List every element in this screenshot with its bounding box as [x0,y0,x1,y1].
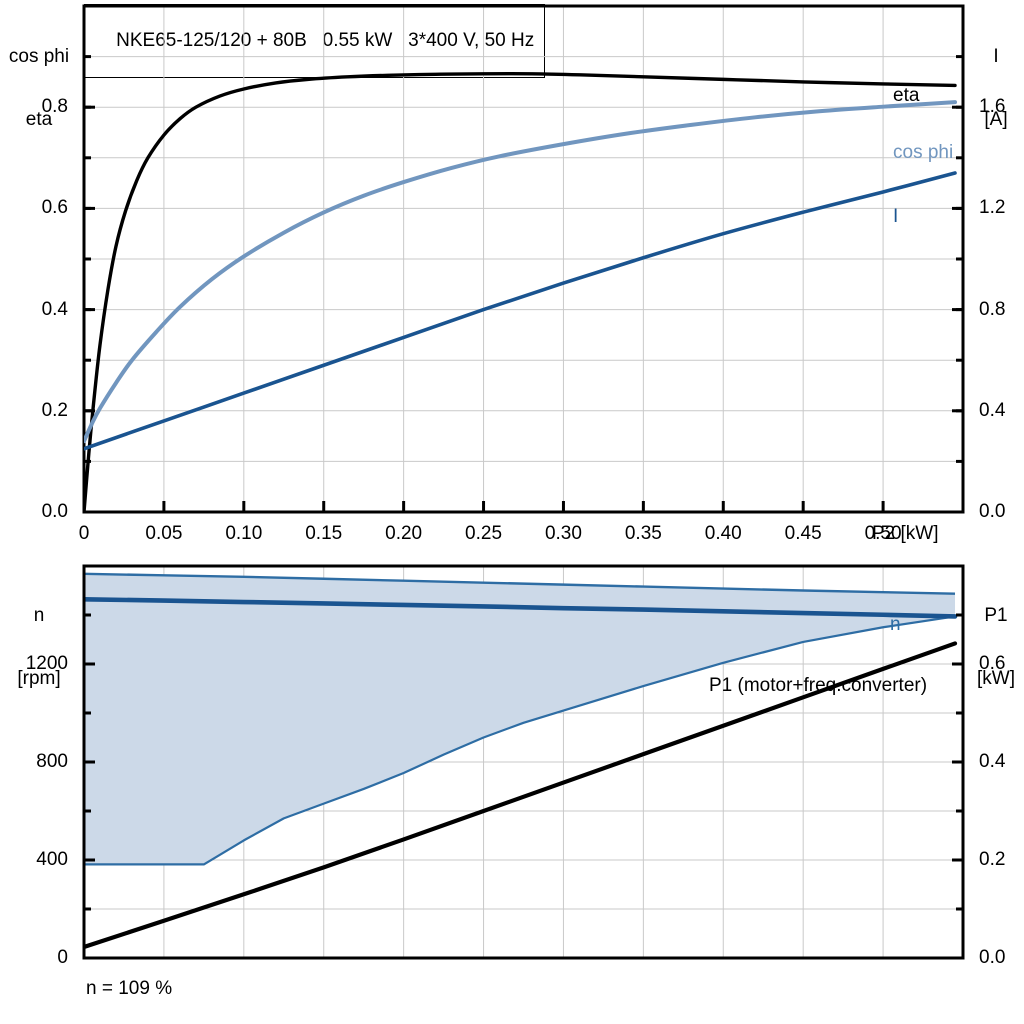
curve-cos-phi [84,100,958,444]
label-current: I [893,206,899,227]
bottom-y2-axis-label: P1 [kW] [977,605,1015,689]
label-n: n [890,614,901,635]
bottom-y-axis-label: n [rpm] [17,605,61,689]
tick-label: 0.0 [979,947,1006,968]
curve-speed-n [84,597,958,619]
label-p1: P1 (motor+freq.converter) [709,675,928,696]
top-y-axis-label: cos phi eta [8,46,70,130]
top-axis-ticks [82,55,963,514]
tick-label: 0.2 [41,399,68,421]
tick-label: 0.25 [465,523,503,544]
curve-eta [84,72,957,512]
label-cos-phi: cos phi [893,142,954,163]
tick-label: 0.20 [385,523,423,544]
tick-label: 800 [36,751,68,772]
tick-label: 0 [78,523,90,544]
tick-label: 0.8 [979,298,1006,320]
tick-label: 0.2 [979,849,1006,870]
chart-title-box: NKE65-125/120 + 80B 0.55 kW 3*400 V, 50 … [84,4,546,78]
curve-p1 [84,641,958,950]
tick-label: 0.4 [979,399,1006,421]
tick-label: 0.05 [145,523,183,544]
curve-current [84,171,957,451]
tick-label: 400 [36,849,68,870]
tick-label: 0.6 [979,653,1006,674]
speed-band-lower-edge [84,615,956,866]
tick-label: 1200 [25,653,68,674]
speed-band-upper-edge [84,572,956,595]
tick-label: 0.40 [704,523,742,544]
tick-label: 0.0 [41,501,68,522]
speed-range-band [84,573,956,865]
tick-label: 0.4 [979,751,1006,772]
tick-label: 0.4 [41,298,68,320]
label-eta: eta [893,85,920,106]
top-x-axis-title: P2 [kW] [872,523,939,544]
speed-percent-caption: n = 109 % [86,978,173,999]
tick-label: 0.15 [305,523,343,544]
tick-label: 0.0 [979,501,1006,522]
bottom-axis-ticks [84,564,963,960]
tick-label: 0.50 [864,523,902,544]
tick-label: 0.10 [225,523,263,544]
tick-label: 1.6 [979,96,1006,118]
tick-label: 0 [57,947,68,968]
top-y2-axis-label: I [A] [984,46,1008,130]
tick-label: 0.35 [624,523,662,544]
tick-label: 0.8 [41,96,68,118]
tick-label: 0.45 [784,523,822,544]
tick-label: 1.2 [979,197,1006,219]
page-title: NKE65-125/120 + 80B 0.55 kW 3*400 V, 50 … [116,30,535,51]
tick-label: 0.6 [41,197,68,219]
tick-label: 0.30 [544,523,582,544]
